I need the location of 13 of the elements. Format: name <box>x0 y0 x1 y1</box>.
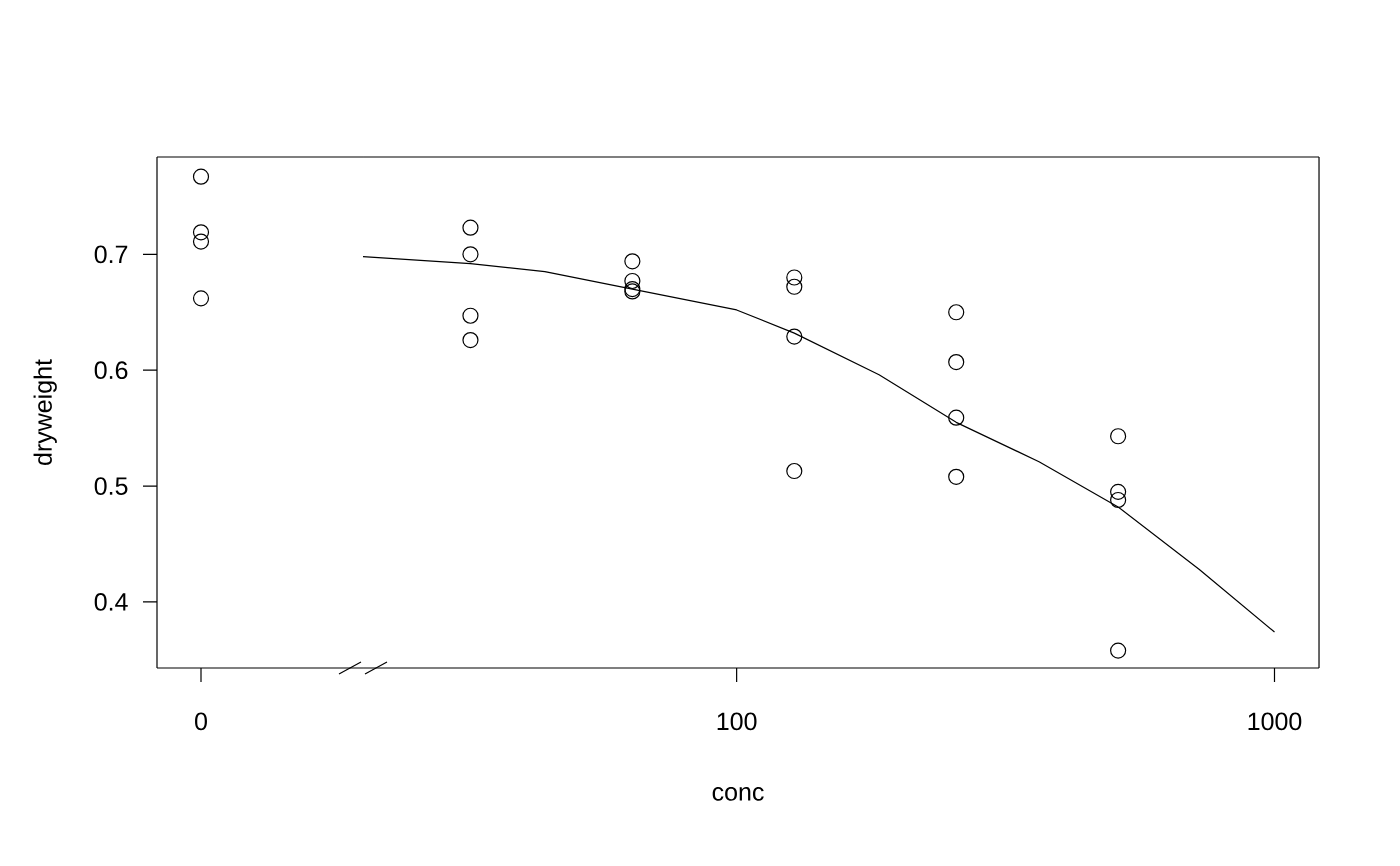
x-tick-label: 100 <box>717 712 757 731</box>
x-axis-title: conc <box>712 787 764 801</box>
y-tick-label: 0.7 <box>94 245 128 264</box>
y-axis-title: dryweight <box>33 359 57 465</box>
y-tick-label: 0.5 <box>94 477 128 495</box>
point <box>192 168 210 185</box>
y-tick-label: 0.6 <box>94 361 128 380</box>
point <box>192 233 210 250</box>
point <box>192 224 210 241</box>
x-tick-label: 1000 <box>1248 712 1302 731</box>
point <box>192 290 210 307</box>
y-tick-label: 0.4 <box>94 593 128 611</box>
x-tick-label: 0 <box>195 712 207 731</box>
